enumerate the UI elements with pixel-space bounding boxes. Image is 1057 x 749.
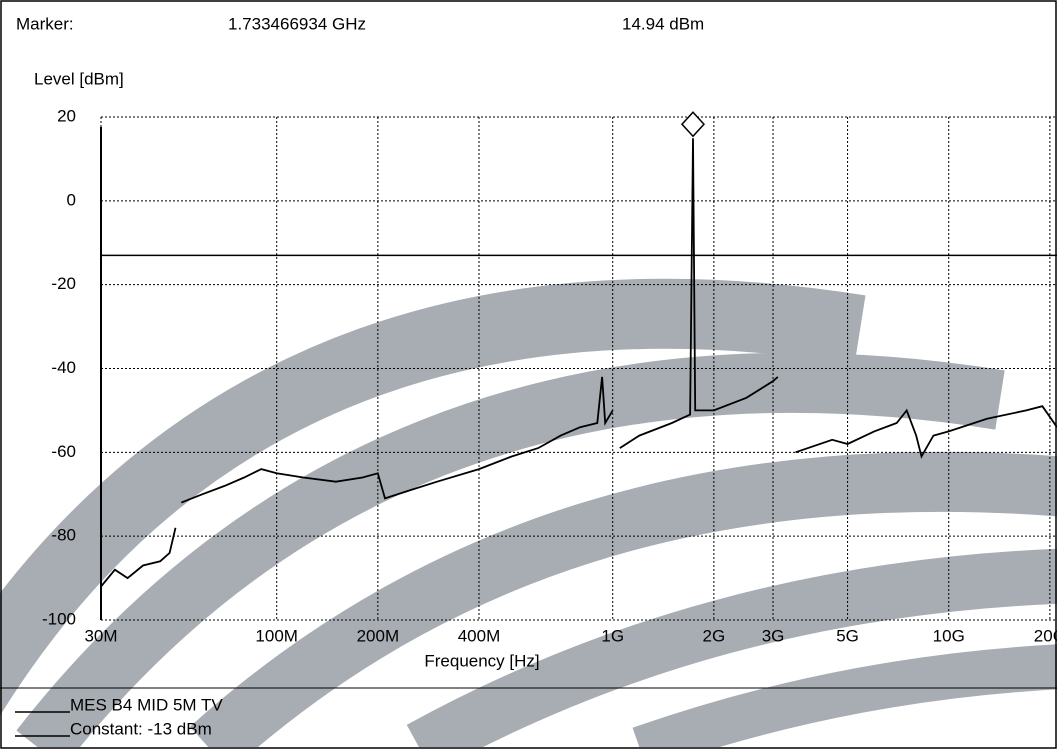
x-tick-label: 1G bbox=[601, 626, 624, 645]
legend-label: MES B4 MID 5M TV bbox=[70, 695, 223, 714]
x-tick-label: 5G bbox=[836, 626, 859, 645]
y-axis-title: Level [dBm] bbox=[34, 69, 124, 88]
y-tick-label: -80 bbox=[51, 526, 76, 545]
legend-label: Constant: -13 dBm bbox=[70, 719, 212, 738]
y-tick-label: -20 bbox=[51, 274, 76, 293]
x-tick-label: 100M bbox=[255, 626, 298, 645]
x-tick-label: 2G bbox=[703, 626, 726, 645]
watermark bbox=[0, 278, 1057, 747]
x-tick-label: 400M bbox=[458, 626, 501, 645]
y-tick-label: -40 bbox=[51, 358, 76, 377]
x-tick-label: 20G bbox=[1034, 626, 1057, 645]
x-tick-label: 10G bbox=[933, 626, 965, 645]
marker-label: Marker: bbox=[16, 14, 74, 33]
marker-diamond bbox=[680, 111, 706, 138]
y-tick-label: 0 bbox=[67, 190, 76, 209]
marker-frequency: 1.733466934 GHz bbox=[228, 14, 366, 33]
x-axis-title: Frequency [Hz] bbox=[424, 651, 539, 670]
y-tick-label: 20 bbox=[57, 106, 76, 125]
y-tick-label: -100 bbox=[42, 609, 76, 628]
trace bbox=[100, 138, 1057, 588]
x-tick-label: 30M bbox=[84, 626, 117, 645]
x-tick-label: 200M bbox=[357, 626, 400, 645]
x-tick-label: 3G bbox=[762, 626, 785, 645]
marker-level: 14.94 dBm bbox=[622, 14, 704, 33]
y-tick-label: -60 bbox=[51, 442, 76, 461]
